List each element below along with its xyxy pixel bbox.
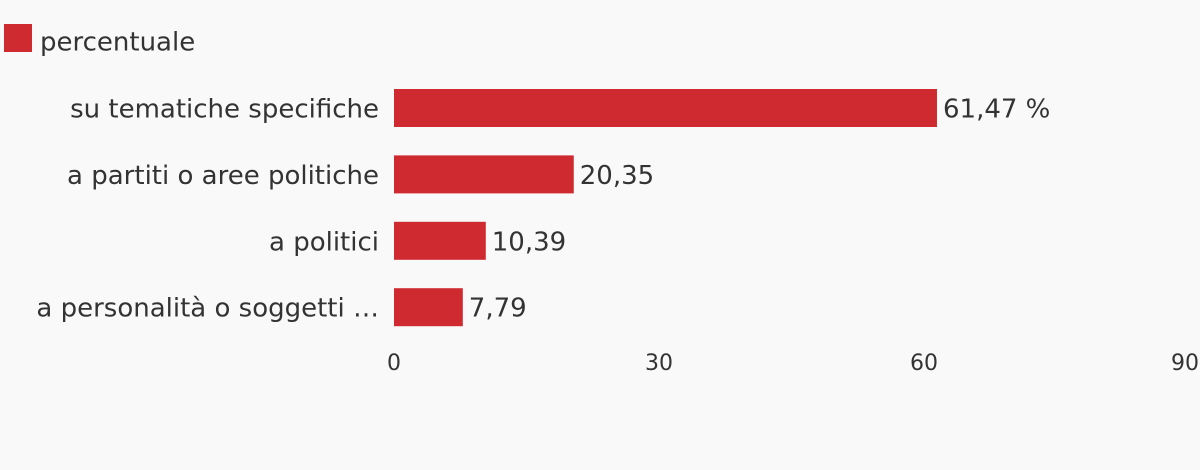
legend-label: percentuale [40,28,195,58]
value-label: 7,79 [469,294,527,324]
value-label: 20,35 [580,161,654,191]
bar [394,155,574,194]
x-tick-label: 90 [1171,351,1199,376]
bar [394,288,463,327]
legend-swatch [4,24,32,52]
bar [394,221,486,260]
y-tick-label: a politici [269,227,379,257]
y-tick-label: su tematiche specifiche [70,95,379,125]
y-tick-label: a partiti o aree politiche [67,161,379,191]
value-label: 61,47 % [943,95,1050,125]
bar [394,89,937,127]
value-label: 10,39 [492,227,566,257]
x-tick-label: 30 [645,351,673,376]
x-tick-label: 60 [910,351,938,376]
x-tick-label: 0 [387,351,401,376]
y-tick-label: a personalità o soggetti … [36,294,379,324]
